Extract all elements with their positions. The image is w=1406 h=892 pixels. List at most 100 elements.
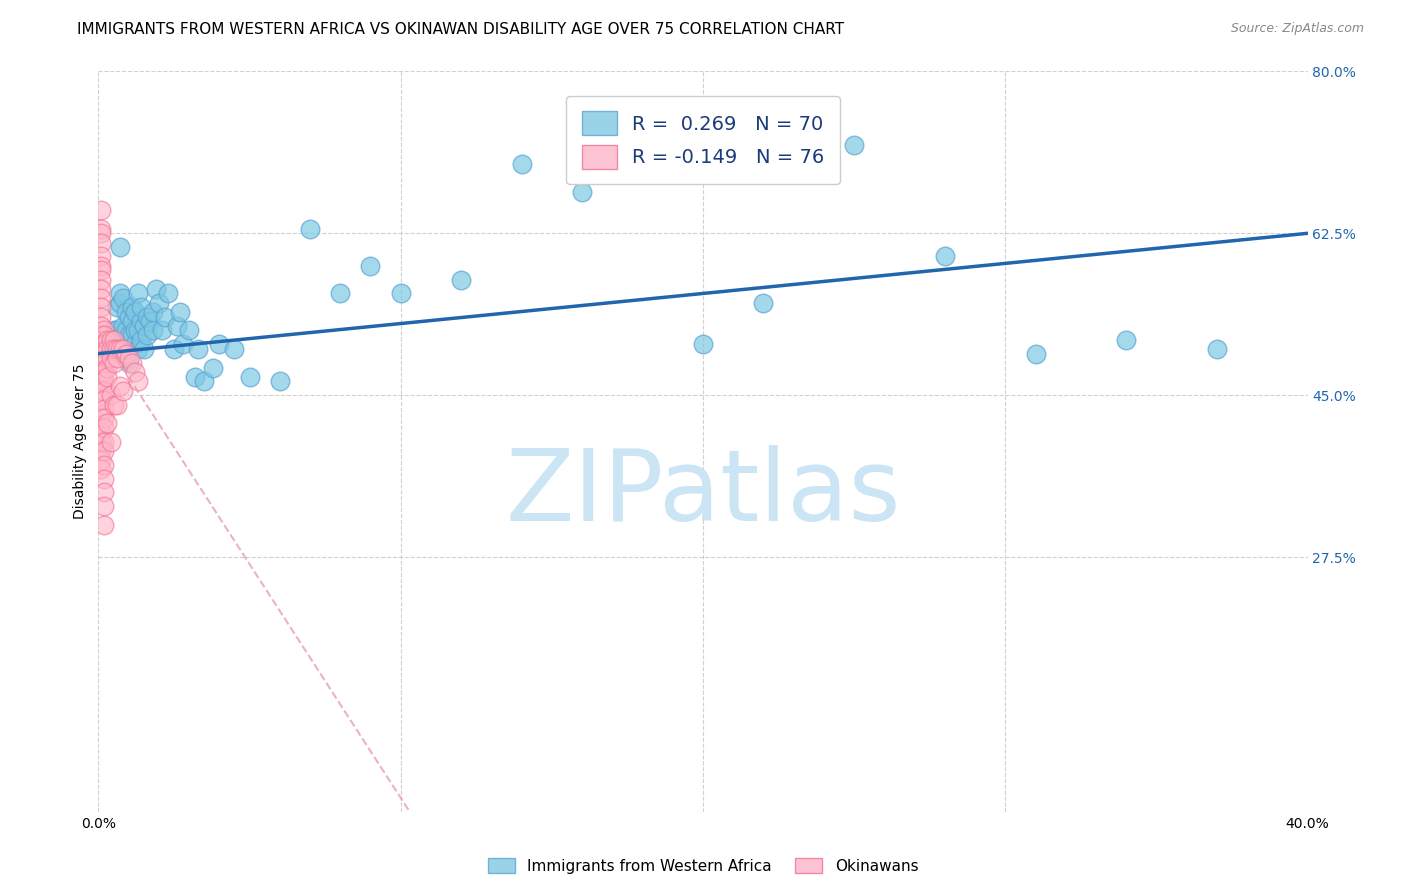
Point xyxy=(299,221,322,235)
Point xyxy=(90,392,112,407)
Point xyxy=(90,356,112,370)
Point xyxy=(129,333,152,347)
Point xyxy=(93,328,115,343)
Point xyxy=(90,434,112,449)
Point xyxy=(124,337,146,351)
Point xyxy=(90,375,112,389)
Point xyxy=(114,305,136,319)
Point xyxy=(90,462,112,476)
Point xyxy=(142,305,165,319)
Point xyxy=(571,185,593,199)
Point xyxy=(90,291,112,305)
Point xyxy=(105,342,128,356)
Point xyxy=(129,301,152,315)
Point xyxy=(118,328,141,343)
Point xyxy=(127,375,149,389)
Point xyxy=(510,157,533,171)
Point xyxy=(90,272,112,286)
Point xyxy=(103,356,125,370)
Point xyxy=(108,295,131,310)
Point xyxy=(111,318,134,333)
Point xyxy=(96,333,118,347)
Point xyxy=(90,263,112,277)
Point xyxy=(153,310,176,324)
Point xyxy=(93,365,115,379)
Point xyxy=(93,324,115,338)
Point xyxy=(90,384,112,398)
Point xyxy=(169,305,191,319)
Point xyxy=(239,369,262,384)
Point xyxy=(105,398,128,412)
Point xyxy=(389,286,412,301)
Point xyxy=(90,282,112,296)
Point xyxy=(93,500,115,514)
Point xyxy=(96,360,118,375)
Point xyxy=(100,342,122,356)
Point xyxy=(224,342,246,356)
Point xyxy=(105,324,128,338)
Point xyxy=(187,342,209,356)
Point xyxy=(148,295,170,310)
Point xyxy=(269,375,291,389)
Point xyxy=(127,324,149,338)
Point xyxy=(105,351,128,366)
Point xyxy=(118,356,141,370)
Point xyxy=(111,342,134,356)
Point xyxy=(93,356,115,370)
Point xyxy=(108,286,131,301)
Point xyxy=(111,291,134,305)
Legend: R =  0.269   N = 70, R = -0.149   N = 76: R = 0.269 N = 70, R = -0.149 N = 76 xyxy=(567,95,839,184)
Point xyxy=(93,443,115,458)
Point xyxy=(124,324,146,338)
Point xyxy=(142,324,165,338)
Point xyxy=(1206,342,1229,356)
Point xyxy=(121,301,143,315)
Point xyxy=(166,318,188,333)
Point xyxy=(127,342,149,356)
Point xyxy=(145,282,167,296)
Point xyxy=(90,416,112,430)
Point xyxy=(360,259,382,273)
Point xyxy=(121,328,143,343)
Point xyxy=(108,342,131,356)
Point xyxy=(121,356,143,370)
Point xyxy=(179,324,201,338)
Point xyxy=(934,250,956,264)
Point xyxy=(150,324,173,338)
Point xyxy=(139,314,162,328)
Point xyxy=(156,286,179,301)
Point xyxy=(124,305,146,319)
Point xyxy=(103,398,125,412)
Point xyxy=(93,392,115,407)
Point xyxy=(90,318,112,333)
Point xyxy=(90,328,112,343)
Point xyxy=(105,301,128,315)
Point xyxy=(93,420,115,434)
Point xyxy=(96,342,118,356)
Point xyxy=(172,337,194,351)
Point xyxy=(208,337,231,351)
Point xyxy=(1115,333,1137,347)
Point xyxy=(96,416,118,430)
Point xyxy=(118,351,141,366)
Point xyxy=(90,259,112,273)
Point xyxy=(90,250,112,264)
Point xyxy=(90,333,112,347)
Point xyxy=(90,203,112,218)
Point xyxy=(100,351,122,366)
Point xyxy=(114,324,136,338)
Point xyxy=(90,365,112,379)
Point xyxy=(103,342,125,356)
Point xyxy=(90,443,112,458)
Point xyxy=(129,314,152,328)
Point xyxy=(135,328,157,343)
Point xyxy=(93,346,115,360)
Point xyxy=(752,295,775,310)
Point xyxy=(93,485,115,500)
Point xyxy=(93,472,115,486)
Point xyxy=(93,458,115,472)
Point xyxy=(121,314,143,328)
Point xyxy=(132,318,155,333)
Point xyxy=(124,365,146,379)
Point xyxy=(111,384,134,398)
